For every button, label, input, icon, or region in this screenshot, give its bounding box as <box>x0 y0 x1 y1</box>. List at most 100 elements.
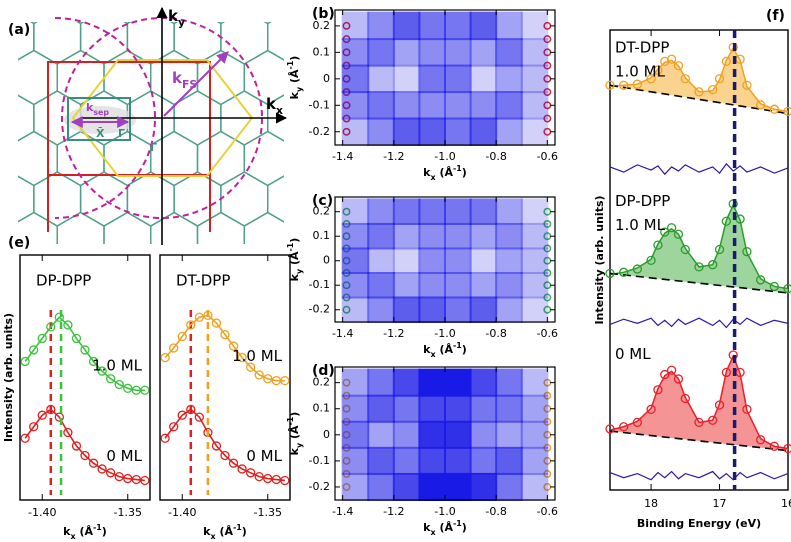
gamma-label: Γ̄ <box>150 141 157 154</box>
y-axis-label-part: (Å <box>288 69 301 87</box>
x-tick-label: -0.8 <box>485 150 506 163</box>
heat-cell <box>392 198 421 225</box>
heat-cell <box>444 446 472 475</box>
hexagon <box>243 211 284 244</box>
y-axis-label-part: k <box>288 273 301 281</box>
point <box>63 320 73 330</box>
heat-cell <box>367 38 395 67</box>
heat-cell <box>444 11 472 41</box>
edge-point <box>543 220 552 228</box>
point <box>769 104 779 114</box>
x-tick-label: -1.4 <box>332 150 353 163</box>
edge-point <box>543 469 552 478</box>
heat-cell <box>520 472 549 501</box>
point <box>254 471 264 482</box>
heat-cell <box>367 198 395 225</box>
heat-cell <box>392 247 421 274</box>
hexagon <box>150 130 199 187</box>
heat-cell <box>520 11 549 41</box>
point <box>605 424 615 434</box>
x-axis-label: kx (Å-1) <box>423 341 467 359</box>
x-axis-label-part: ) <box>462 521 467 534</box>
heat-cell <box>520 247 549 274</box>
heat-cell <box>444 117 472 146</box>
heat-cell <box>367 247 395 274</box>
heat-cell <box>367 394 395 423</box>
y-tick-label: 0 <box>323 254 330 267</box>
heat-cell <box>367 296 395 323</box>
point <box>97 464 107 474</box>
point <box>88 356 99 367</box>
hexagon <box>291 132 338 186</box>
heat-cell <box>444 64 472 94</box>
y-axis-label-part: y <box>295 268 304 274</box>
heat-cell <box>418 446 446 475</box>
series-label: 1.0 ML <box>92 357 143 375</box>
x-tick-label: -0.6 <box>537 150 558 163</box>
point <box>246 362 256 372</box>
heat-cell <box>418 247 446 274</box>
heat-cell <box>469 117 498 146</box>
point <box>680 393 690 404</box>
x-axis-label-part: ) <box>242 525 247 538</box>
label-part: k <box>86 101 94 114</box>
heat-cell <box>444 394 472 423</box>
heat-cell <box>367 222 395 250</box>
x-axis-label-part: x <box>431 350 436 359</box>
x-tick-label: -1.4 <box>332 327 353 340</box>
x-tick-label: 18 <box>644 497 658 510</box>
heat-cell <box>418 198 446 225</box>
edge-point <box>543 88 552 97</box>
point <box>140 385 150 395</box>
label-part: k <box>168 7 179 25</box>
fit-line <box>609 354 789 450</box>
point <box>708 84 718 95</box>
point <box>680 74 690 84</box>
y-axis-label-part: y <box>295 442 304 448</box>
ksep-label: ksep <box>86 101 109 117</box>
point <box>160 352 170 363</box>
point <box>280 375 290 386</box>
heat-cell <box>495 472 523 501</box>
point <box>646 74 656 84</box>
point <box>653 385 663 395</box>
edge-point <box>342 378 351 387</box>
point <box>169 343 179 353</box>
fit-line <box>609 46 789 113</box>
point <box>237 352 247 363</box>
heat-cell <box>469 446 498 475</box>
edge-point <box>342 127 351 136</box>
heat-cell <box>418 472 446 501</box>
label-part: y <box>178 16 185 29</box>
y-axis-label-part: (Å <box>288 251 301 269</box>
y-axis-label-part: ) <box>288 56 301 61</box>
hexagon <box>150 211 199 244</box>
point <box>140 475 150 486</box>
point <box>721 216 732 226</box>
y-axis-label-part: k <box>288 91 301 99</box>
x-tick-label: -1.0 <box>434 150 455 163</box>
heat-cell <box>418 271 446 299</box>
heat-cell <box>520 198 549 225</box>
hexagon <box>263 22 272 25</box>
edge-point <box>342 207 351 216</box>
point <box>783 443 791 454</box>
heat-cell <box>341 117 370 146</box>
heat-cell <box>469 11 498 41</box>
x-tick-label: -1.0 <box>434 327 455 340</box>
x-tick-label: -1.35 <box>114 506 142 519</box>
x-tick-label: -1.2 <box>383 150 404 163</box>
x-tick-label: -1.0 <box>434 505 455 518</box>
hexagon <box>220 22 269 65</box>
heat-cell <box>367 420 395 449</box>
heat-cell <box>495 271 523 299</box>
heat-cell <box>341 420 370 449</box>
point <box>160 433 170 443</box>
heat-cell <box>392 296 421 323</box>
edge-point <box>342 483 351 491</box>
heat-cell <box>469 394 498 423</box>
heat-cell <box>341 64 370 94</box>
fit-area <box>610 48 788 114</box>
panel-label: (d) <box>312 363 335 379</box>
label-part: x <box>276 104 283 117</box>
